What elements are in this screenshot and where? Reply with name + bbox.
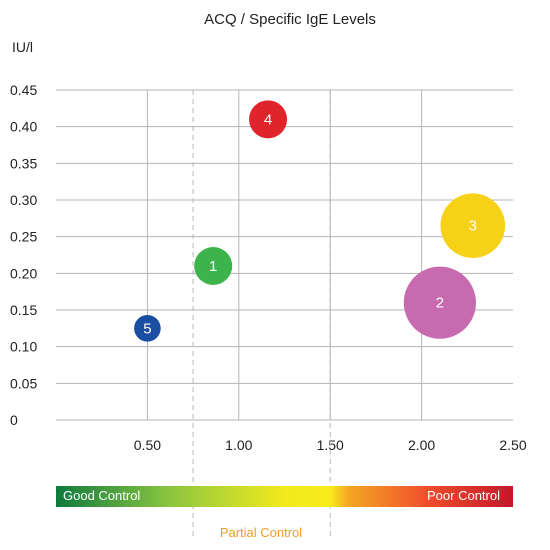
partial-control-label: Partial Control [220, 525, 302, 540]
bubble-label-3: 3 [469, 218, 477, 235]
control-boundaries [192, 90, 331, 540]
bubble-label-1: 1 [209, 258, 217, 275]
x-tick-label: 1.00 [225, 437, 252, 453]
bubble-2 [403, 266, 476, 339]
bubble-label-4: 4 [264, 111, 272, 128]
y-tick-label: 0.10 [10, 339, 37, 355]
y-tick-label: 0 [10, 412, 18, 428]
y-tick-labels: 0 0.05 0.10 0.15 0.20 0.25 0.30 0.35 0.40 0.45 [10, 82, 37, 428]
y-tick-label: 0.30 [10, 192, 37, 208]
bubble-5 [134, 315, 161, 342]
y-axis-label: IU/l [12, 39, 33, 55]
bubble-3 [440, 193, 506, 258]
poor-control-label: Poor Control [427, 488, 500, 503]
y-tick-label: 0.35 [10, 155, 37, 171]
x-tick-label: 2.00 [408, 437, 435, 453]
y-tick-label: 0.40 [10, 119, 37, 135]
control-gradient-bar [56, 486, 513, 507]
bubble-1 [194, 247, 233, 285]
y-tick-label: 0.15 [10, 302, 37, 318]
bubble-4 [249, 100, 288, 139]
y-tick-label: 0.20 [10, 265, 37, 281]
x-tick-label: 2.50 [499, 437, 526, 453]
bubble-label-2: 2 [436, 295, 444, 312]
good-control-label: Good Control [63, 488, 140, 503]
grid [56, 89, 513, 421]
chart-title: ACQ / Specific IgE Levels [204, 11, 376, 28]
y-tick-label: 0.45 [10, 82, 37, 98]
bubble-label-5: 5 [143, 320, 151, 337]
x-tick-label: 0.50 [134, 437, 161, 453]
y-tick-label: 0.25 [10, 229, 37, 245]
y-tick-label: 0.05 [10, 375, 37, 391]
bubbles: 1 2 3 4 5 [134, 100, 506, 342]
